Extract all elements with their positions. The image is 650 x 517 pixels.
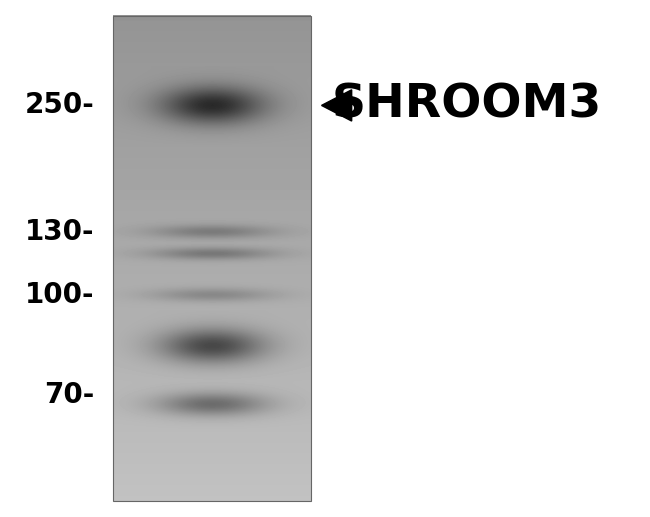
Text: SHROOM3: SHROOM3: [332, 83, 602, 128]
Text: 100-: 100-: [25, 281, 94, 309]
Text: 130-: 130-: [25, 218, 94, 246]
Bar: [112, 16, 311, 501]
Text: 250-: 250-: [25, 92, 94, 119]
Text: 70-: 70-: [44, 381, 94, 408]
Polygon shape: [322, 90, 352, 121]
